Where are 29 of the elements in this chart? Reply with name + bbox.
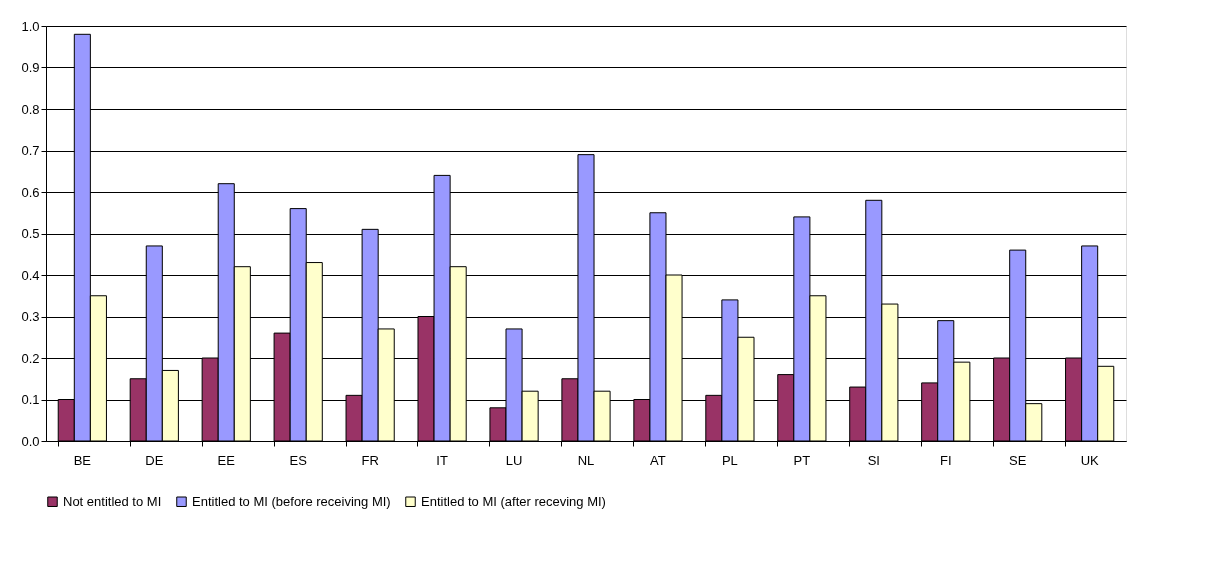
x-tick-label: EE (217, 452, 236, 468)
x-tick-label: LU (505, 452, 523, 468)
x-tick-label: FR (361, 452, 379, 468)
legend-label: Entitled to MI (before receiving MI) (192, 493, 391, 509)
x-tick-label: SE (1009, 452, 1027, 468)
legend-label: Entitled to MI (after receving MI) (421, 493, 606, 509)
y-tick-label: 0.1 (21, 392, 40, 407)
y-tick-label: 0.0 (21, 433, 40, 449)
x-tick-label: BE (73, 452, 92, 468)
y-tick-label: 0.4 (21, 267, 40, 283)
x-tick-label: PL (721, 452, 738, 468)
x-tick-label: FI (939, 452, 952, 468)
x-tick-label: AT (650, 452, 666, 468)
y-tick-label: 1.0 (21, 18, 40, 34)
legend-label: Not entitled to MI (63, 493, 162, 509)
y-tick-label: 0.5 (21, 226, 40, 241)
y-tick-label: 0.7 (21, 143, 40, 158)
y-tick-label: 0.3 (21, 309, 40, 324)
x-tick-label: SI (867, 452, 880, 468)
x-tick-label: UK (1080, 452, 1100, 468)
x-tick-label: ES (289, 452, 308, 468)
y-tick-label: 0.6 (21, 184, 40, 200)
x-tick-label: PT (793, 452, 811, 468)
y-tick-label: 0.8 (21, 101, 40, 117)
y-tick-label: 0.9 (21, 60, 40, 75)
x-tick-label: NL (577, 452, 595, 468)
x-tick-label: IT (436, 452, 448, 468)
x-tick-label: DE (145, 452, 164, 468)
y-tick-label: 0.2 (21, 350, 40, 366)
